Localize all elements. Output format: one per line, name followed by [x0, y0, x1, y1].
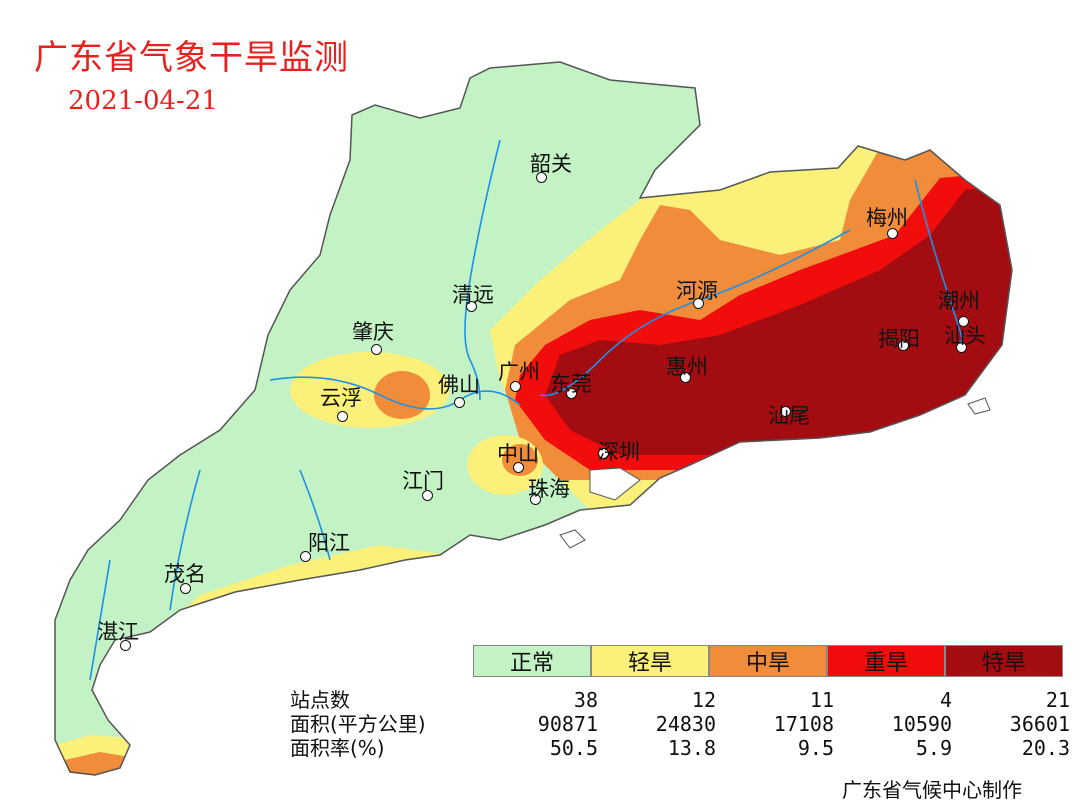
city-label-heyuan: 河源	[676, 279, 718, 303]
city-label-chaozhou: 潮州	[938, 289, 980, 313]
stations-normal: 38	[573, 688, 598, 712]
legend-severe: 重旱	[827, 645, 945, 677]
city-label-shaoguan: 韶关	[530, 152, 572, 176]
city-label-zhongshan: 中山	[497, 442, 539, 466]
city-dot-shantou	[956, 342, 967, 353]
zone-moderate-zhongshan	[502, 444, 538, 476]
city-label-huizhou: 惠州	[666, 355, 708, 379]
row-label-rate: 面积率(%)	[290, 736, 385, 760]
rate-extreme: 20.3	[1021, 736, 1070, 760]
producer-credit: 广东省气候中心制作	[842, 778, 1022, 802]
city-label-zhanjiang: 湛江	[97, 620, 139, 644]
city-dot-heyuan	[693, 298, 704, 309]
river-jianjiang	[169, 469, 201, 611]
area-severe: 10590	[891, 712, 952, 736]
stats-row-area: 面积(平方公里) 90871 24830 17108 10590 36601	[290, 712, 1070, 736]
rate-severe: 5.9	[915, 736, 952, 760]
city-label-zhuhai: 珠海	[528, 477, 570, 501]
area-normal: 90871	[537, 712, 598, 736]
island-nanao	[967, 397, 991, 415]
stations-extreme: 21	[1045, 688, 1070, 712]
island-wanshan	[559, 529, 586, 549]
row-label-area: 面积(平方公里)	[290, 712, 426, 736]
city-label-jieyang: 揭阳	[878, 327, 920, 351]
city-dot-shaoguan	[536, 172, 547, 183]
map-title: 广东省气象干旱监测	[34, 38, 349, 78]
stats-table: 站点数 38 12 11 4 21 面积(平方公里) 90871 24830 1…	[290, 688, 1070, 760]
city-dot-meizhou	[887, 228, 898, 239]
city-dot-shanwei	[780, 406, 791, 417]
city-label-shantou: 汕头	[944, 324, 986, 348]
city-label-jiangmen: 江门	[402, 469, 444, 493]
city-label-dongguan: 东莞	[550, 372, 592, 396]
city-dot-huizhou	[680, 372, 691, 383]
city-label-foshan: 佛山	[438, 373, 480, 397]
city-label-meizhou: 梅州	[866, 206, 908, 230]
city-dot-zhaoqing	[371, 344, 382, 355]
city-label-shanwei: 汕尾	[768, 404, 810, 428]
rate-moderate: 9.5	[797, 736, 834, 760]
city-label-qingyuan: 清远	[452, 283, 494, 307]
area-moderate: 17108	[773, 712, 834, 736]
stats-row-rate: 面积率(%) 50.5 13.8 9.5 5.9 20.3	[290, 736, 1070, 760]
rate-light: 13.8	[667, 736, 716, 760]
river-beijiang	[464, 139, 501, 401]
city-dot-jiangmen	[422, 490, 433, 501]
stations-severe: 4	[939, 688, 952, 712]
city-label-shenzhen: 深圳	[598, 440, 640, 464]
city-label-yangjiang: 阳江	[308, 531, 350, 555]
city-dot-yangjiang	[300, 551, 311, 562]
stations-moderate: 11	[809, 688, 834, 712]
legend-normal: 正常	[473, 645, 591, 677]
city-dot-shenzhen	[598, 448, 609, 459]
zone-moderate-yunfu	[374, 371, 430, 419]
legend-moderate: 中旱	[709, 645, 827, 677]
zone-extreme-east	[545, 175, 1012, 455]
city-dot-zhongshan	[513, 462, 524, 473]
area-light: 24830	[655, 712, 716, 736]
city-dot-maoming	[180, 583, 191, 594]
rivers	[89, 139, 965, 681]
city-label-guangzhou: 广州	[498, 360, 540, 384]
city-dot-chaozhou	[958, 316, 969, 327]
river-dongjiang	[539, 229, 851, 397]
rate-normal: 50.5	[549, 736, 598, 760]
map-date: 2021-04-21	[68, 86, 218, 116]
city-dot-foshan	[454, 397, 465, 408]
river-leizhou	[89, 559, 111, 681]
row-label-stations: 站点数	[290, 688, 350, 712]
river-xijiang	[269, 376, 521, 410]
drought-legend: 正常 轻旱 中旱 重旱 特旱	[473, 645, 1063, 677]
stats-row-stations: 站点数 38 12 11 4 21	[290, 688, 1070, 712]
city-dot-guangzhou	[510, 381, 521, 392]
city-dot-dongguan	[566, 388, 577, 399]
city-dot-zhuhai	[530, 494, 541, 505]
islands	[559, 397, 991, 549]
city-dot-yunfu	[337, 411, 348, 422]
city-dot-qingyuan	[466, 301, 477, 312]
city-dot-zhanjiang	[120, 640, 131, 651]
city-dot-jieyang	[898, 340, 909, 351]
area-extreme: 36601	[1009, 712, 1070, 736]
river-moyang	[299, 469, 331, 561]
city-label-zhaoqing: 肇庆	[352, 320, 394, 344]
legend-extreme: 特旱	[945, 645, 1063, 677]
island-hongkong	[589, 467, 641, 501]
city-label-yunfu: 云浮	[320, 386, 362, 410]
legend-light: 轻旱	[591, 645, 709, 677]
city-label-maoming: 茂名	[164, 562, 206, 586]
province-outline	[54, 61, 1013, 776]
stations-light: 12	[691, 688, 716, 712]
